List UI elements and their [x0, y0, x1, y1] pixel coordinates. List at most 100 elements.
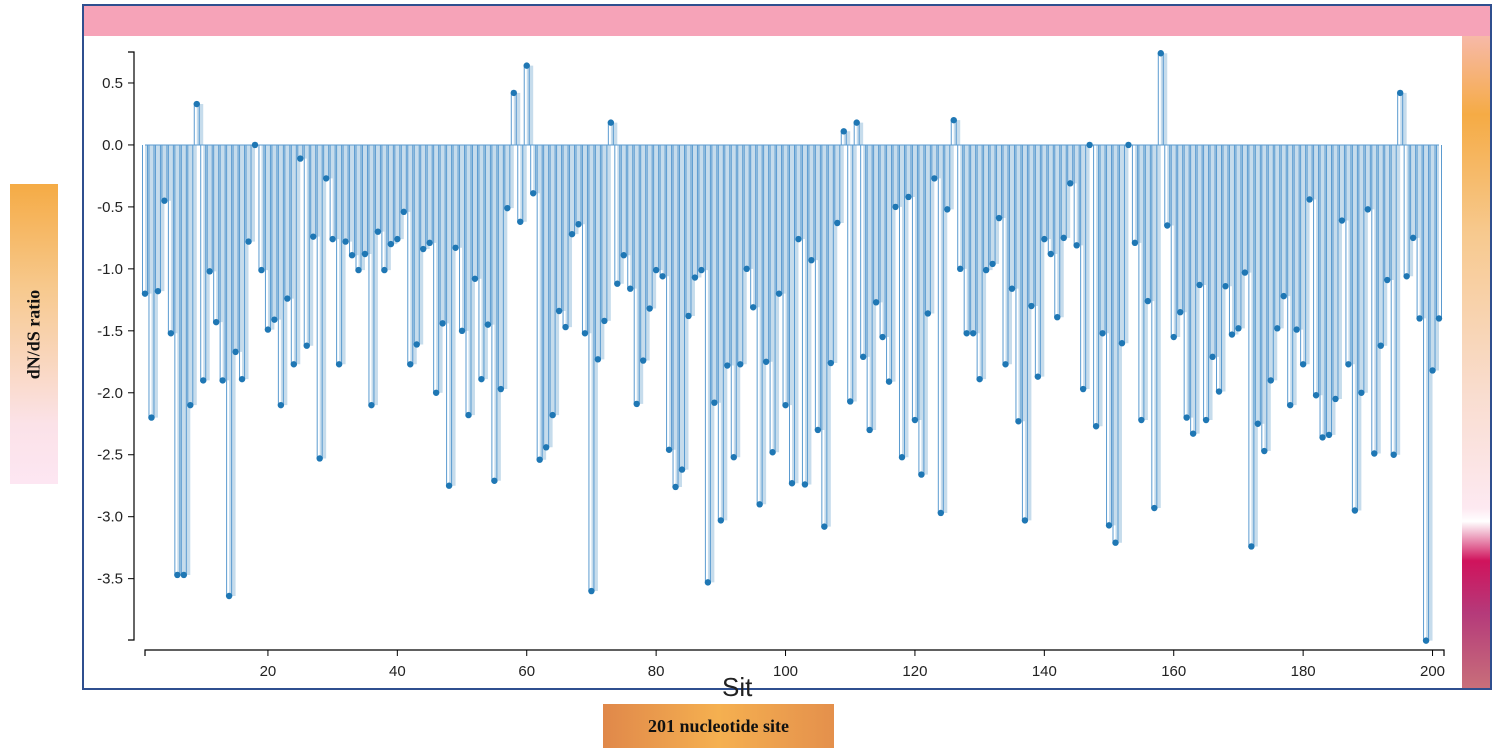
data-point [762, 358, 770, 365]
data-point [219, 377, 226, 384]
x-tick-label: 20 [260, 663, 277, 680]
data-point [1332, 395, 1339, 403]
data-point [581, 330, 589, 337]
data-point [1390, 451, 1397, 458]
data-point [381, 266, 388, 274]
data-point [238, 375, 246, 383]
y-axis-label: dN/dS ratio [10, 184, 58, 484]
data-point [685, 312, 692, 320]
data-point [426, 239, 433, 247]
top-color-band [84, 6, 1490, 36]
data-point [950, 116, 957, 124]
chart-svg: 0.5 0.0 -0.5 -1.0 -1.5 -2.0 -2.5 -3.0 -3.5 20 40 6… [97, 50, 1445, 680]
data-point [989, 260, 996, 268]
data-point [1254, 420, 1262, 427]
data-point [1409, 234, 1417, 242]
data-point [439, 320, 446, 327]
data-point [504, 204, 511, 212]
data-point [154, 287, 162, 295]
data-point [646, 305, 653, 312]
data-point [620, 252, 627, 259]
data-point [510, 89, 517, 97]
data-point [834, 219, 841, 227]
data-point [290, 361, 298, 368]
data-point [555, 307, 563, 315]
data-point [1306, 196, 1313, 203]
data-point [303, 342, 310, 349]
data-point [335, 361, 343, 368]
data-point [1241, 269, 1249, 276]
data-point [808, 256, 815, 264]
data-point [342, 238, 349, 245]
data-point [1377, 342, 1384, 349]
y-tick-label: 0.5 [102, 75, 123, 92]
data-point [847, 398, 854, 405]
data-point [652, 266, 660, 274]
data-point [1105, 522, 1113, 529]
data-point [264, 326, 272, 333]
x-tick-label: 100 [773, 663, 798, 680]
data-point [711, 399, 718, 406]
data-point [497, 385, 505, 393]
data-point [225, 592, 233, 600]
x-tick-label: 140 [1032, 663, 1057, 680]
data-point [1008, 285, 1016, 292]
data-point [161, 197, 168, 204]
data-point [1286, 401, 1294, 409]
data-point [717, 517, 725, 524]
data-point [206, 268, 213, 275]
data-point [1235, 325, 1242, 332]
data-point [245, 238, 252, 245]
data-point [1060, 234, 1067, 242]
y-tick-label: -2.0 [97, 385, 123, 402]
data-point [698, 266, 705, 274]
data-point [957, 265, 964, 273]
data-point [730, 454, 737, 461]
data-point [1099, 330, 1106, 337]
y-tick-label: -1.0 [97, 261, 123, 278]
data-point [562, 323, 569, 331]
data-point [1319, 434, 1326, 441]
data-point [1345, 361, 1352, 368]
data-point [1092, 423, 1100, 430]
data-point [1248, 543, 1255, 550]
data-point [1429, 367, 1436, 374]
data-point [1034, 373, 1042, 380]
data-point [167, 330, 175, 337]
data-point [601, 317, 608, 325]
data-point [271, 316, 278, 323]
data-point [1215, 388, 1223, 395]
data-point [769, 449, 776, 456]
data-point [148, 414, 155, 421]
data-point [1177, 309, 1184, 316]
data-point [963, 330, 970, 337]
data-point [1422, 637, 1430, 644]
y-tick-label: -2.5 [97, 447, 123, 464]
data-point [1416, 315, 1423, 322]
data-point [1118, 340, 1126, 347]
data-point [355, 266, 362, 274]
data-point [1073, 242, 1080, 249]
data-point [1299, 361, 1307, 368]
data-point [297, 155, 304, 162]
data-point [1202, 416, 1210, 424]
data-point [1125, 141, 1132, 149]
x-axis-label: 201 nucleotide site [603, 704, 834, 748]
data-point [1189, 430, 1197, 437]
data-point [1222, 283, 1229, 290]
data-point [1021, 517, 1029, 524]
data-point [549, 411, 556, 419]
data-point [665, 446, 673, 453]
data-point [193, 100, 200, 108]
data-point [251, 141, 259, 149]
data-point [180, 571, 188, 579]
data-point [407, 361, 414, 368]
y-tick-label: -3.5 [97, 571, 123, 588]
data-point [530, 190, 537, 197]
data-point [1015, 418, 1022, 425]
data-point [1312, 392, 1320, 399]
y-tick-label: -3.0 [97, 509, 123, 526]
data-point [212, 318, 220, 326]
data-point [672, 483, 679, 491]
data-point [976, 375, 983, 383]
